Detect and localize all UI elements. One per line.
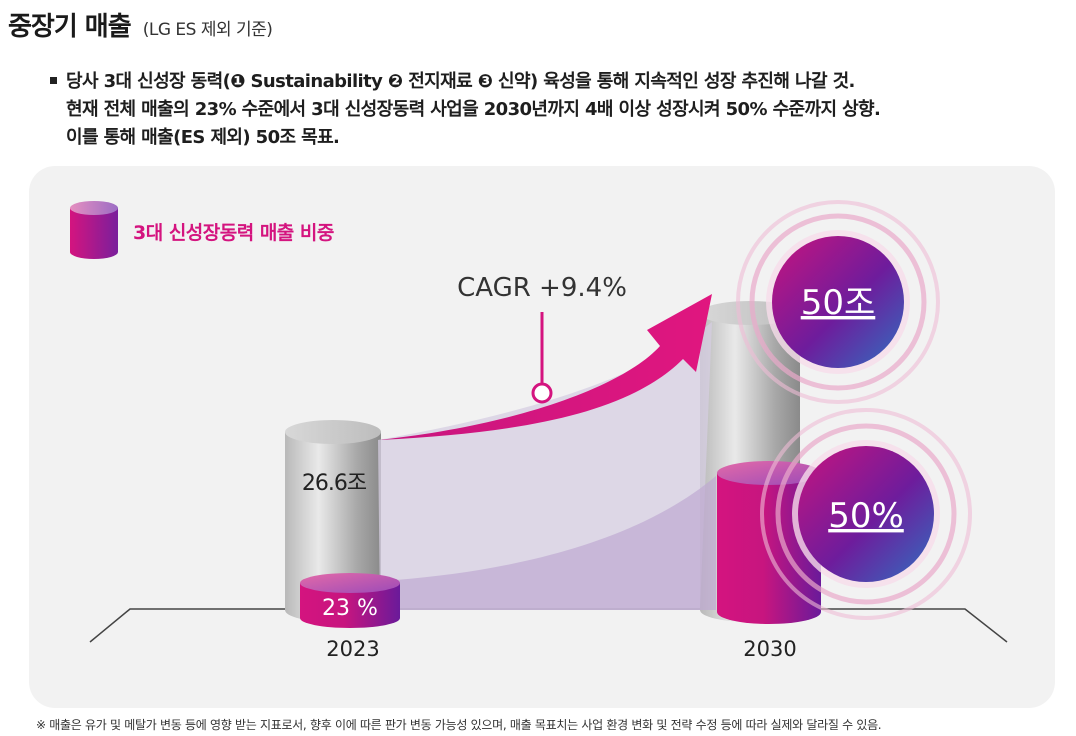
badge-2030-share: 50% <box>760 408 972 620</box>
page-title-sub: (LG ES 제외 기준) <box>142 20 273 40</box>
bullet-line-2: 현재 전체 매출의 23% 수준에서 3대 신성장동력 사업을 2030년까지 … <box>50 96 1050 124</box>
bullet-text-2: 현재 전체 매출의 23% 수준에서 3대 신성장동력 사업을 2030년까지 … <box>66 99 881 120</box>
footnote: ※ 매출은 유가 및 메탈가 변동 등에 영향 받는 지표로서, 향후 이에 따… <box>36 718 882 732</box>
legend-cylinder-top <box>70 201 118 215</box>
bullet-square-icon <box>50 76 57 84</box>
value-label-2023-total: 26.6조 <box>302 471 367 496</box>
legend-cylinder-icon <box>70 208 118 259</box>
ring-outer-total <box>736 200 940 404</box>
cylinder-2023-top <box>285 420 381 444</box>
floor-line <box>89 608 1008 643</box>
page-title-main: 중장기 매출 <box>8 12 132 42</box>
value-label-2030-share: 50% <box>828 496 904 536</box>
legend: 3대 신성장동력 매출 비중 <box>70 201 334 259</box>
badge-2030-total: 50조 <box>736 200 940 404</box>
circle-2030-share <box>798 446 934 582</box>
cagr-label: CAGR +9.4% <box>457 273 627 303</box>
value-label-2030-total: 50조 <box>801 283 876 323</box>
bullet-text-3: 이를 통해 매출(ES 제외) 50조 목표. <box>66 127 340 148</box>
bar-2023-share <box>300 573 400 628</box>
growth-band-lower <box>396 476 716 610</box>
ring-mid-share <box>775 423 957 605</box>
circle-2030-total <box>772 236 904 368</box>
page-title: 중장기 매출 (LG ES 제외 기준) <box>8 6 273 43</box>
bullet-text-1: 당사 3대 신성장 동력(❶ Sustainability ❷ 전지재료 ❸ 신… <box>66 71 855 92</box>
cylinder-2023-share-top <box>300 573 400 593</box>
growth-arrow <box>378 294 712 440</box>
cylinder-2023-share-body <box>300 583 400 628</box>
value-label-2023-share: 23 % <box>322 596 378 621</box>
bullet-line-3: 이를 통해 매출(ES 제외) 50조 목표. <box>50 124 1050 152</box>
summary-bullets: 당사 3대 신성장 동력(❶ Sustainability ❷ 전지재료 ❸ 신… <box>50 68 1050 152</box>
cagr-callout-dot <box>531 382 553 404</box>
category-label-2023: 2023 <box>326 637 379 661</box>
category-label-2030: 2030 <box>743 637 796 661</box>
ring-mid-total <box>749 213 927 391</box>
legend-label: 3대 신성장동력 매출 비중 <box>133 222 334 244</box>
bullet-line-1: 당사 3대 신성장 동력(❶ Sustainability ❷ 전지재료 ❸ 신… <box>50 68 1050 96</box>
ring-outer-share <box>760 408 972 620</box>
